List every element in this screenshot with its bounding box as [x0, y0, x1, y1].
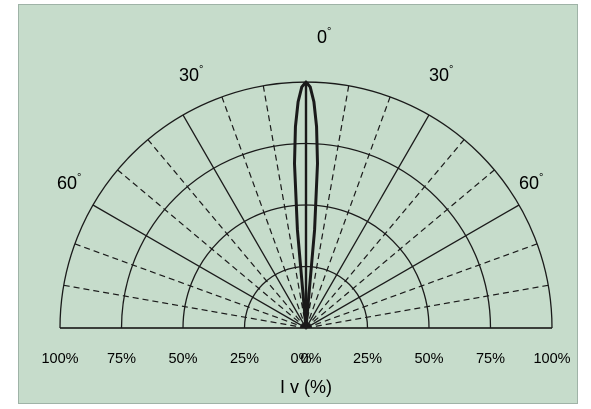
label-layer: 100% 75% 50% 25% 0%0% 25% 50% 75% 100%0°30° 30°60…: [41, 26, 570, 367]
angle-label: 60°: [519, 172, 543, 193]
angle-label: 30°: [179, 64, 203, 85]
degree-symbol: °: [449, 64, 453, 76]
spoke-dashed: [117, 169, 307, 329]
spoke-dashed: [63, 284, 307, 329]
spoke-solid: [305, 204, 520, 329]
chart-frame: 100% 75% 50% 25% 0% 0% 25% 50% 75% 100% 0° 30° 30° 60…: [18, 4, 578, 404]
tick-label: 0%: [291, 351, 312, 367]
degree-symbol: °: [77, 172, 81, 184]
spoke-dashed: [74, 243, 307, 329]
spoke-dashed: [305, 139, 465, 329]
tick-label: 75%: [476, 351, 505, 367]
spoke-dashed: [305, 169, 495, 329]
degree-symbol: °: [539, 172, 543, 184]
tick-label: 100%: [533, 351, 570, 367]
spoke-dashed: [147, 139, 307, 329]
tick-label: 100%: [41, 351, 78, 367]
spoke-dashed: [262, 85, 307, 329]
x-axis-title: I v (%): [280, 377, 332, 397]
tick-label: 0%: [301, 351, 322, 367]
spoke-dashed: [305, 85, 350, 329]
spoke-dashed: [305, 284, 549, 329]
tick-label: 25%: [353, 351, 382, 367]
spoke-solid: [92, 204, 307, 329]
angle-label: 30°: [429, 64, 453, 85]
tick-label: 50%: [168, 351, 197, 367]
tick-label: 75%: [107, 351, 136, 367]
grid-layer: [59, 81, 553, 329]
spoke-dashed: [305, 96, 391, 329]
spoke-solid: [305, 114, 430, 329]
polar-chart: 100% 75% 50% 25% 0%0% 25% 50% 75% 100%0°30° 30°60…: [19, 5, 577, 403]
degree-symbol: °: [327, 26, 331, 38]
spoke-solid: [182, 114, 307, 329]
spoke-dashed: [221, 96, 307, 329]
chart-background: [19, 5, 577, 403]
series-layer: [293, 80, 319, 330]
angle-label: 60°: [57, 172, 81, 193]
degree-symbol: °: [199, 64, 203, 76]
tick-label: 50%: [414, 351, 443, 367]
tick-label: 25%: [230, 351, 259, 367]
spoke-dashed: [305, 243, 538, 329]
